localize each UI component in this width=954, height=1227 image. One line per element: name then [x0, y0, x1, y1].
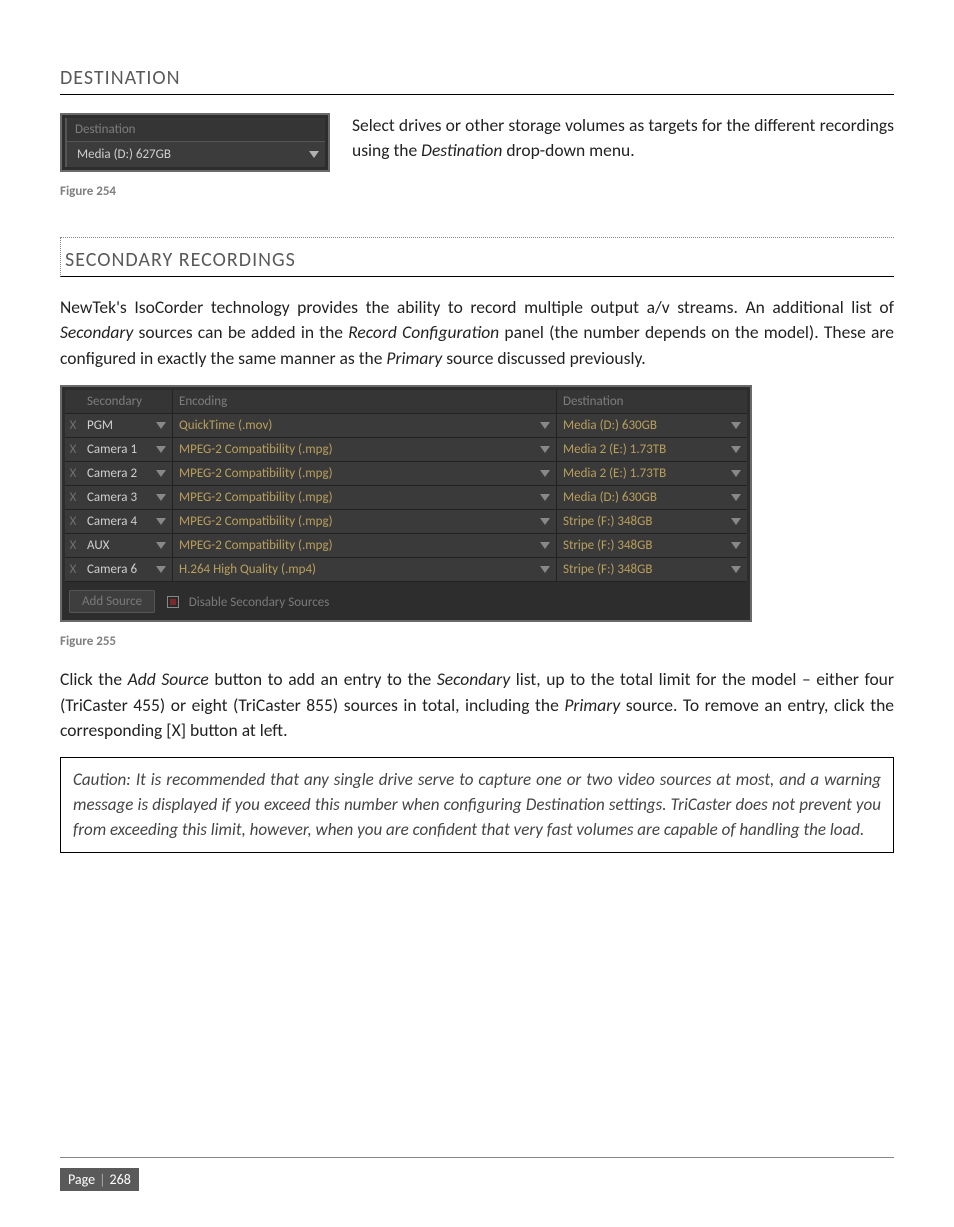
- chevron-down-icon: [540, 542, 550, 549]
- chevron-down-icon: [540, 422, 550, 429]
- source-dropdown[interactable]: PGM: [81, 414, 173, 437]
- destination-dropdown[interactable]: Stripe (F:) 348GB: [557, 510, 747, 533]
- section-heading-destination: DESTINATION: [60, 66, 894, 95]
- source-dropdown[interactable]: Camera 3: [81, 486, 173, 509]
- destination-dropdown[interactable]: Stripe (F:) 348GB: [557, 534, 747, 557]
- add-source-button[interactable]: Add Source: [69, 590, 155, 613]
- encoding-dropdown[interactable]: MPEG-2 Compatibility (.mpg): [173, 510, 557, 533]
- page-number-badge: Page|268: [60, 1168, 139, 1191]
- chevron-down-icon: [156, 542, 166, 549]
- table-row: XPGMQuickTime (.mov)Media (D:) 630GB: [65, 413, 747, 437]
- chevron-down-icon: [156, 494, 166, 501]
- table-header-row: Secondary Encoding Destination: [65, 390, 747, 413]
- chevron-down-icon: [540, 446, 550, 453]
- destination-dropdown[interactable]: Stripe (F:) 348GB: [557, 558, 747, 581]
- source-dropdown[interactable]: Camera 4: [81, 510, 173, 533]
- destination-dropdown[interactable]: Media (D:) 630GB: [557, 414, 747, 437]
- chevron-down-icon: [156, 470, 166, 477]
- chevron-down-icon: [731, 422, 741, 429]
- table-row: XCamera 1MPEG-2 Compatibility (.mpg)Medi…: [65, 437, 747, 461]
- figure-caption: Figure 255: [60, 634, 894, 649]
- col-header-destination: Destination: [557, 390, 747, 413]
- chevron-down-icon: [731, 470, 741, 477]
- table-row: XCamera 3MPEG-2 Compatibility (.mpg)Medi…: [65, 485, 747, 509]
- footer-divider: [60, 1157, 894, 1158]
- chevron-down-icon: [156, 518, 166, 525]
- encoding-dropdown[interactable]: H.264 High Quality (.mp4): [173, 558, 557, 581]
- secondary-paragraph-1: NewTek's IsoCorder technology provides t…: [60, 295, 894, 371]
- chevron-down-icon: [540, 518, 550, 525]
- remove-row-button[interactable]: X: [65, 486, 81, 509]
- col-header-encoding: Encoding: [173, 390, 557, 413]
- remove-row-button[interactable]: X: [65, 414, 81, 437]
- source-dropdown[interactable]: Camera 2: [81, 462, 173, 485]
- table-row: XCamera 6H.264 High Quality (.mp4)Stripe…: [65, 557, 747, 581]
- destination-value: Media (D:) 627GB: [77, 147, 171, 162]
- table-row: XCamera 2MPEG-2 Compatibility (.mpg)Medi…: [65, 461, 747, 485]
- destination-dropdown[interactable]: Media 2 (E:) 1.73TB: [557, 462, 747, 485]
- chevron-down-icon: [156, 422, 166, 429]
- remove-row-button[interactable]: X: [65, 462, 81, 485]
- destination-dropdown[interactable]: Media (D:) 630GB: [557, 486, 747, 509]
- chevron-down-icon: [731, 494, 741, 501]
- destination-dropdown[interactable]: Media 2 (E:) 1.73TB: [557, 438, 747, 461]
- encoding-dropdown[interactable]: QuickTime (.mov): [173, 414, 557, 437]
- encoding-dropdown[interactable]: MPEG-2 Compatibility (.mpg): [173, 486, 557, 509]
- remove-row-button[interactable]: X: [65, 558, 81, 581]
- encoding-dropdown[interactable]: MPEG-2 Compatibility (.mpg): [173, 438, 557, 461]
- chevron-down-icon: [731, 446, 741, 453]
- chevron-down-icon: [731, 518, 741, 525]
- secondary-paragraph-2: Click the Add Source button to add an en…: [60, 667, 894, 743]
- checkbox-icon: [167, 596, 179, 608]
- chevron-down-icon: [731, 566, 741, 573]
- chevron-down-icon: [540, 470, 550, 477]
- encoding-dropdown[interactable]: MPEG-2 Compatibility (.mpg): [173, 534, 557, 557]
- source-dropdown[interactable]: Camera 1: [81, 438, 173, 461]
- chevron-down-icon: [731, 542, 741, 549]
- table-row: XCamera 4MPEG-2 Compatibility (.mpg)Stri…: [65, 509, 747, 533]
- caution-box: Caution: It is recommended that any sing…: [60, 757, 894, 853]
- remove-row-button[interactable]: X: [65, 438, 81, 461]
- destination-column-header: Destination: [65, 118, 325, 142]
- figure-caption: Figure 254: [60, 184, 330, 199]
- chevron-down-icon: [156, 566, 166, 573]
- remove-row-button[interactable]: X: [65, 510, 81, 533]
- destination-panel: Destination Media (D:) 627GB: [60, 113, 330, 172]
- chevron-down-icon: [540, 494, 550, 501]
- source-dropdown[interactable]: Camera 6: [81, 558, 173, 581]
- chevron-down-icon: [309, 151, 319, 158]
- table-row: XAUXMPEG-2 Compatibility (.mpg)Stripe (F…: [65, 533, 747, 557]
- destination-dropdown[interactable]: Media (D:) 627GB: [65, 142, 325, 167]
- source-dropdown[interactable]: AUX: [81, 534, 173, 557]
- secondary-table: Secondary Encoding Destination XPGMQuick…: [60, 385, 752, 622]
- col-header-secondary: Secondary: [81, 390, 173, 413]
- destination-paragraph: Select drives or other storage volumes a…: [352, 113, 894, 164]
- encoding-dropdown[interactable]: MPEG-2 Compatibility (.mpg): [173, 462, 557, 485]
- chevron-down-icon: [156, 446, 166, 453]
- disable-secondary-checkbox[interactable]: Disable Secondary Sources: [167, 592, 329, 611]
- remove-row-button[interactable]: X: [65, 534, 81, 557]
- chevron-down-icon: [540, 566, 550, 573]
- section-heading-secondary: SECONDARY RECORDINGS: [60, 237, 894, 277]
